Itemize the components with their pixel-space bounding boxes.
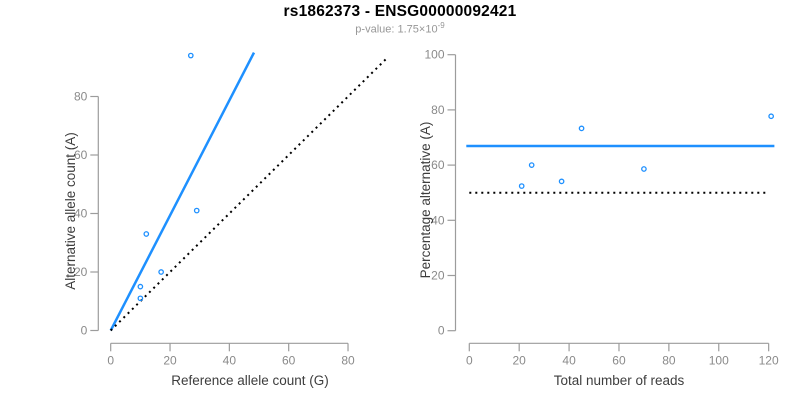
y-tick-label: 0	[81, 324, 88, 338]
y-tick-label: 80	[74, 90, 88, 104]
y-tick-label: 40	[74, 207, 88, 221]
right-scatter-plot: 0 20 40 60 80 100 0 20 40 60 80 100 120	[424, 48, 779, 368]
p-value-exponent: -9	[437, 21, 445, 30]
data-point	[137, 295, 144, 302]
y-tick-label: 60	[74, 148, 88, 162]
x-tick-label: 80	[341, 353, 355, 367]
y-tick-label: 80	[431, 103, 445, 117]
y-tick-label: 100	[424, 48, 444, 62]
y-tick-label: 40	[431, 213, 445, 227]
data-point	[158, 269, 164, 275]
y-tick-label: 20	[74, 265, 88, 279]
data-point	[137, 283, 144, 290]
data-point	[143, 231, 150, 237]
left-plot-ylabel: Alternative allele count (A)	[63, 132, 78, 290]
regression-line	[109, 52, 256, 332]
page-title: rs1862373 - ENSG00000092421	[283, 3, 517, 20]
x-tick-label: 120	[759, 353, 779, 367]
p-value-text: p-value: 1.75×10	[355, 23, 438, 36]
right-plot-xlabel: Total number of reads	[553, 373, 685, 388]
x-tick-label: 60	[282, 353, 296, 367]
identity-line	[109, 56, 389, 332]
p-value-subtitle: p-value: 1.75×10-9	[0, 21, 800, 36]
x-tick-label: 40	[562, 353, 576, 367]
x-tick-label: 20	[513, 353, 527, 367]
left-scatter-plot: 0 20 40 60 80 0 20 40 60 80	[74, 52, 389, 367]
data-point	[558, 178, 565, 185]
y-tick-label: 20	[431, 269, 445, 283]
x-tick-label: 60	[612, 353, 626, 367]
x-tick-label: 80	[662, 353, 676, 367]
data-point	[768, 113, 774, 120]
data-point	[528, 162, 535, 168]
data-point	[578, 125, 585, 132]
data-point	[518, 183, 525, 189]
x-tick-label: 100	[709, 353, 729, 367]
left-plot-xlabel: Reference allele count (G)	[171, 373, 329, 388]
y-tick-label: 0	[438, 324, 445, 338]
data-point	[641, 166, 647, 172]
x-tick-label: 0	[466, 353, 473, 367]
right-plot-ylabel: Percentage alternative (A)	[418, 121, 433, 279]
data-point	[187, 52, 194, 59]
x-tick-label: 40	[223, 353, 237, 367]
x-tick-label: 0	[107, 353, 114, 367]
x-tick-label: 20	[163, 353, 177, 367]
y-tick-label: 60	[431, 158, 445, 172]
data-point	[193, 207, 200, 214]
